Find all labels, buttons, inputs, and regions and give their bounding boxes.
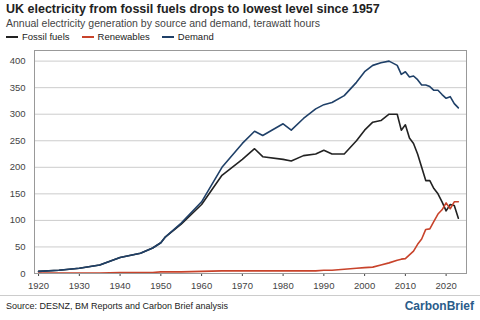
html-text:CarbonBrief: CarbonBrief xyxy=(404,299,474,313)
html-text:UK electricity from fossil fue: UK electricity from fossil fuels drops t… xyxy=(6,2,380,16)
svg-text:300: 300 xyxy=(10,108,26,119)
svg-text:1950: 1950 xyxy=(150,280,171,291)
svg-text:100: 100 xyxy=(10,214,26,225)
svg-text:2010: 2010 xyxy=(395,280,416,291)
svg-text:1980: 1980 xyxy=(273,280,294,291)
svg-text:1940: 1940 xyxy=(110,280,131,291)
svg-text:350: 350 xyxy=(10,82,26,93)
html-text:Demand: Demand xyxy=(177,31,214,42)
svg-text:400: 400 xyxy=(10,55,26,66)
svg-text:1960: 1960 xyxy=(191,280,212,291)
svg-text:2020: 2020 xyxy=(436,280,457,291)
svg-text:150: 150 xyxy=(10,188,26,199)
html-text:Fossil fuels: Fossil fuels xyxy=(22,31,70,42)
svg-text:250: 250 xyxy=(10,135,26,146)
html-text:Annual electricity generation: Annual electricity generation by source … xyxy=(6,17,320,29)
html-text:Source: DESNZ, BM Reports and: Source: DESNZ, BM Reports and Carbon Bri… xyxy=(6,301,229,311)
html-text:Renewables: Renewables xyxy=(97,31,150,42)
svg-text:0: 0 xyxy=(20,268,25,279)
svg-text:1930: 1930 xyxy=(69,280,90,291)
svg-text:50: 50 xyxy=(15,241,26,252)
svg-text:1970: 1970 xyxy=(232,280,253,291)
svg-text:1920: 1920 xyxy=(28,280,49,291)
svg-text:1990: 1990 xyxy=(313,280,334,291)
svg-text:2000: 2000 xyxy=(354,280,375,291)
svg-text:200: 200 xyxy=(10,161,26,172)
